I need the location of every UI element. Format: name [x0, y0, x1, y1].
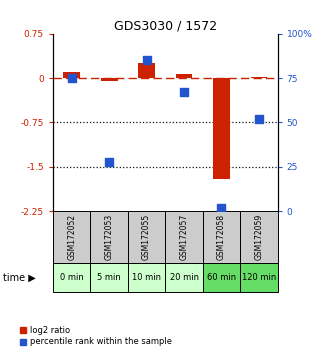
Text: 20 min: 20 min	[169, 273, 199, 282]
Text: 60 min: 60 min	[207, 273, 236, 282]
Bar	[91, 263, 128, 292]
Point	[144, 57, 149, 63]
Legend: log2 ratio, percentile rank within the sample: log2 ratio, percentile rank within the s…	[17, 322, 175, 350]
Bar	[138, 63, 155, 78]
Bar	[240, 263, 278, 292]
Bar	[101, 78, 117, 81]
Point	[69, 75, 74, 81]
Point	[256, 116, 262, 122]
Point	[219, 205, 224, 211]
Bar	[91, 211, 128, 263]
Point	[107, 159, 112, 164]
Bar	[176, 74, 193, 78]
Text: GSM172058: GSM172058	[217, 214, 226, 260]
Bar	[128, 211, 165, 263]
Text: GSM172057: GSM172057	[179, 214, 188, 260]
Bar	[203, 211, 240, 263]
Text: GSM172055: GSM172055	[142, 214, 151, 260]
Point	[181, 90, 187, 95]
Bar	[203, 263, 240, 292]
Bar	[53, 211, 91, 263]
Bar	[128, 263, 165, 292]
Text: 0 min: 0 min	[60, 273, 83, 282]
Text: 10 min: 10 min	[132, 273, 161, 282]
Text: time ▶: time ▶	[3, 273, 36, 282]
Bar	[213, 78, 230, 179]
Bar	[63, 72, 80, 78]
Bar	[250, 77, 267, 78]
Bar	[165, 211, 203, 263]
Bar	[53, 263, 91, 292]
Text: 5 min: 5 min	[97, 273, 121, 282]
Text: GSM172052: GSM172052	[67, 214, 76, 260]
Text: 120 min: 120 min	[242, 273, 276, 282]
Bar	[165, 263, 203, 292]
Title: GDS3030 / 1572: GDS3030 / 1572	[114, 19, 217, 33]
Text: GSM172053: GSM172053	[105, 214, 114, 260]
Bar	[240, 211, 278, 263]
Text: GSM172059: GSM172059	[255, 214, 264, 260]
